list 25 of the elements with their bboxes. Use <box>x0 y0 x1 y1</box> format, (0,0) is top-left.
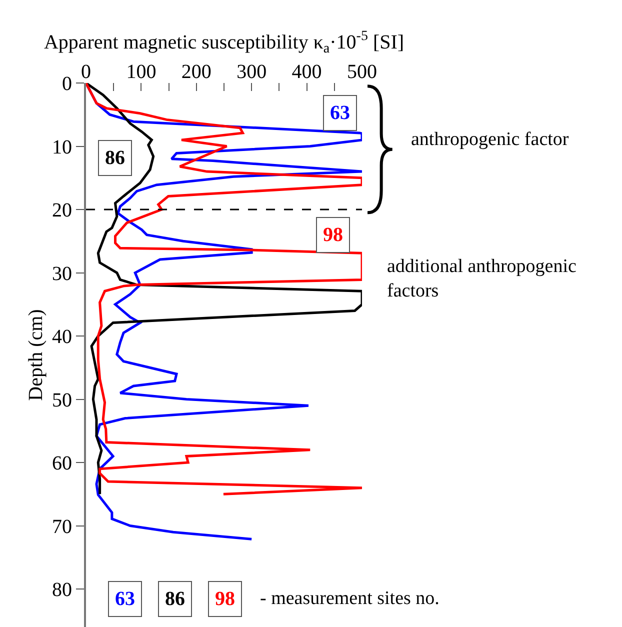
x-tick-label: 0 <box>81 61 91 83</box>
x-tick-label: 300 <box>236 61 267 83</box>
text: anthropogenic factor <box>411 129 570 150</box>
x-tick-label: 500 <box>347 61 377 83</box>
series-label: 98 <box>323 224 343 246</box>
series-label: 86 <box>105 147 125 169</box>
annotation: - measurement sites no. <box>260 588 440 609</box>
y-tick-label: 20 <box>52 200 72 222</box>
x-tick-label: 100 <box>126 61 156 83</box>
y-tick-label: 80 <box>52 579 72 602</box>
text: additional anthropogenic factors <box>387 256 576 302</box>
x-tick-label: 400 <box>292 61 322 83</box>
series-label: 63 <box>330 102 350 124</box>
text: 98 <box>215 588 235 610</box>
y-tick-label: 30 <box>52 262 72 285</box>
y-tick-label: 60 <box>52 452 72 475</box>
y-tick-label: 10 <box>52 136 72 158</box>
y-tick-label: 40 <box>52 326 72 348</box>
text: 63 <box>115 588 135 610</box>
x-tick-label: 200 <box>181 61 212 83</box>
text: 86 <box>165 588 185 610</box>
y-tick-label: 50 <box>52 389 72 412</box>
y-tick-label: 70 <box>52 516 72 538</box>
y-axis-title: Depth (cm) <box>25 309 47 401</box>
x-axis-title: Apparent magnetic susceptibility κ$_{a}$·10$^{-5}$ [SI] <box>44 29 404 57</box>
